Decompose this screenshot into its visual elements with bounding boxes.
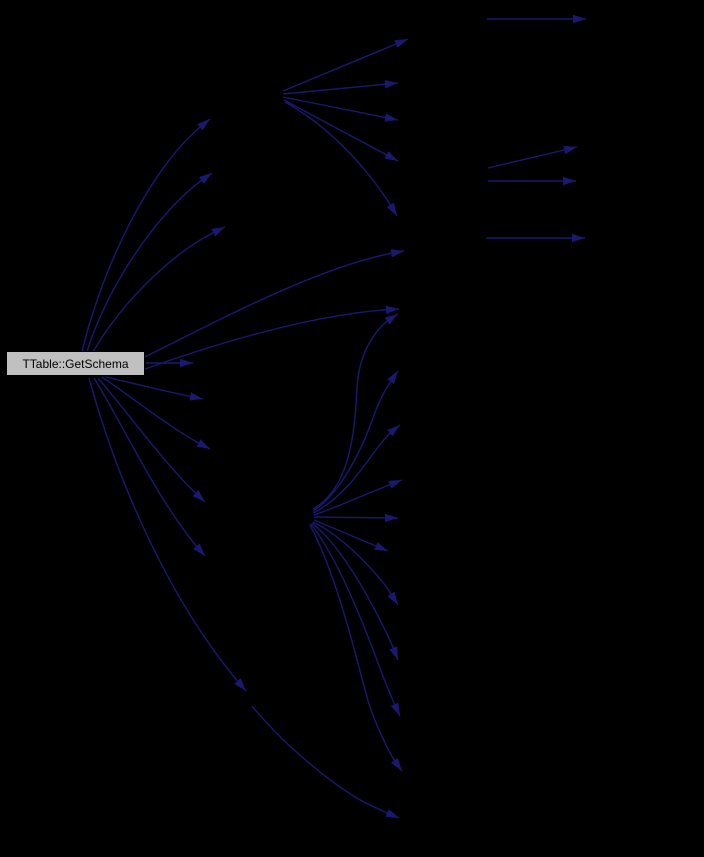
arrowhead-root-to-rightnode-2 [385,305,399,314]
node-ttable-getschema-label: TTable::GetSchema [22,356,129,371]
arrowhead-lowerhub-out-10 [391,757,402,771]
arrowhead-root-to-topnode-1 [197,119,210,131]
edge-lowerhub-out-1 [312,313,399,510]
edge-lowerhub-out-5 [313,516,399,519]
edge-lowerhub-out-7 [312,521,399,606]
arrowhead-tophub-out-2 [384,80,398,89]
arrowhead-root-to-midnode-2 [189,392,203,401]
edge-col2-mid-out-1 [487,146,578,169]
edge-tophub-out-4 [283,99,399,162]
edge-root-to-topnode-1 [81,118,211,353]
edge-root-to-midnode-2 [105,376,204,400]
arrowhead-root-to-topnode-3 [211,227,225,237]
edge-root-to-topnode-3 [92,226,226,353]
arrowhead-root-to-topnode-2 [198,173,212,184]
edge-root-to-midnode-3 [101,376,211,450]
edge-root-to-topnode-2 [86,172,213,353]
arrowhead-root-to-midnode-4 [193,543,205,556]
node-ttable-getschema[interactable]: TTable::GetSchema [6,351,145,376]
arrowhead-root-to-midnode-3 [196,439,210,449]
edge-lowerhub-out-6 [313,519,389,552]
arrowhead-lowerhub-out-8 [389,646,398,660]
edge-root-to-rightnode-2 [144,308,400,370]
arrowhead-lowerhub-out-2 [386,371,398,384]
arrowhead-col2-mid-out-1 [563,145,577,155]
edge-root-to-bottomnode [88,377,247,692]
arrowhead-root-to-midnode-1 [180,358,193,368]
arrowhead-lowerhub-out-4 [388,480,402,489]
arrowhead-lowerhub-out-9 [390,702,400,716]
arrowhead-lowerhub-out-1 [384,314,398,325]
arrowhead-lowerhub-out-7 [387,591,398,605]
edge-tophub-out-5 [284,101,398,217]
edge-root-to-rightnode-1 [144,250,405,358]
edges [81,14,586,819]
arrowhead-root-to-rightnode-1 [390,249,404,258]
edge-tophub-out-1 [282,38,409,92]
edge-tophub-out-2 [282,82,399,95]
arrowhead-col2-mid-out-2 [563,176,576,186]
edge-root-to-midnode-4 [93,377,206,557]
arrowhead-bottomnode-out [385,808,399,818]
arrowhead-root-to-lowerhub [192,490,205,502]
arrowhead-tophub-out-5 [386,202,397,216]
arrowhead-lowerhub-out-3 [387,425,400,437]
arrowhead-tophub-out-1 [394,39,408,48]
edge-root-to-lowerhub [97,377,206,503]
arrowhead-col2-top-out [573,14,586,24]
edge-tophub-out-3 [282,96,399,121]
arrowhead-lowerhub-out-5 [384,513,398,523]
edge-lowerhub-out-9 [310,523,401,717]
edge-lowerhub-out-2 [312,370,399,512]
arrowhead-lowerhub-out-6 [374,542,388,551]
arrowhead-root-to-bottomnode [234,678,246,691]
edge-lowerhub-out-10 [309,524,403,772]
arrowhead-col2-low-out [572,233,585,243]
arrowhead-tophub-out-4 [384,151,398,161]
arrowhead-tophub-out-3 [384,113,398,122]
edge-bottomnode-out [251,705,400,819]
